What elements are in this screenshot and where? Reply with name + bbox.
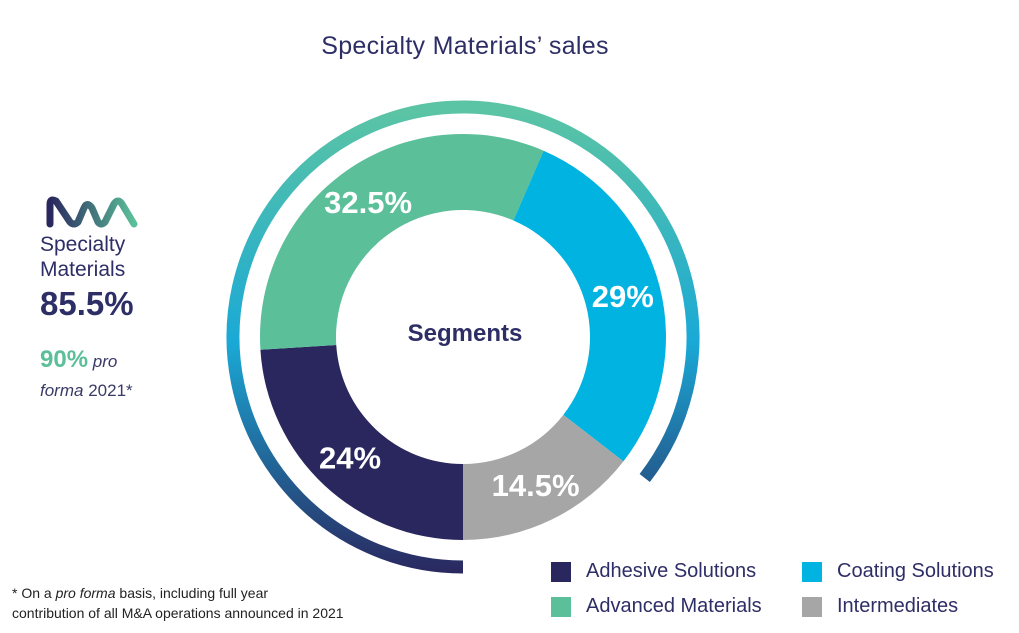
ma-logo-icon <box>46 196 138 228</box>
legend-item-intermediates: Intermediates <box>802 595 958 618</box>
donut-center-label: Segments <box>407 320 523 347</box>
donut-slice-adhesive-solutions <box>260 344 463 540</box>
footnote-line2: contribution of all M&A operations annou… <box>12 605 344 621</box>
legend-label: Advanced Materials <box>586 595 762 617</box>
legend-item-advanced-materials: Advanced Materials <box>551 595 762 618</box>
legend-label: Adhesive Solutions <box>586 560 757 582</box>
pro-forma-word1: pro <box>92 352 118 371</box>
pro-forma-line1: 90% pro <box>40 346 117 374</box>
footnote-prefix: * On a <box>12 585 56 601</box>
pro-forma-word2: forma <box>40 381 84 400</box>
legend-swatch <box>551 596 571 617</box>
legend-label: Coating Solutions <box>837 560 994 582</box>
outer-share-ring <box>226 100 700 574</box>
legend-swatch <box>802 561 822 582</box>
legend-swatch <box>551 561 571 582</box>
donut-slice-coating-solutions <box>513 150 666 462</box>
slice-value-label: 29% <box>592 279 654 314</box>
side-label-line2: Materials <box>40 258 126 281</box>
side-share-value: 85.5% <box>40 285 134 322</box>
pro-forma-year: 2021* <box>88 381 133 400</box>
donut-slice-intermediates <box>463 414 624 540</box>
footnote-italic: pro forma <box>55 585 116 601</box>
donut-slice-advanced-materials <box>260 134 544 350</box>
legend-item-coating-solutions: Coating Solutions <box>802 560 994 583</box>
legend-label: Intermediates <box>837 595 959 617</box>
footnote-rest: basis, including full year <box>115 585 269 601</box>
legend-item-adhesive-solutions: Adhesive Solutions <box>551 560 756 583</box>
chart-title: Specialty Materials’ sales <box>321 32 609 60</box>
pro-forma-percent: 90% <box>40 346 89 373</box>
footnote-line1: * On a pro forma basis, including full y… <box>12 583 268 603</box>
slice-value-label: 24% <box>319 440 381 475</box>
side-label-line1: Specialty <box>40 233 126 256</box>
slice-value-label: 32.5% <box>324 185 412 220</box>
pro-forma-line2: forma 2021* <box>40 381 133 401</box>
slice-value-label: 14.5% <box>492 468 580 503</box>
legend-swatch <box>802 596 822 617</box>
